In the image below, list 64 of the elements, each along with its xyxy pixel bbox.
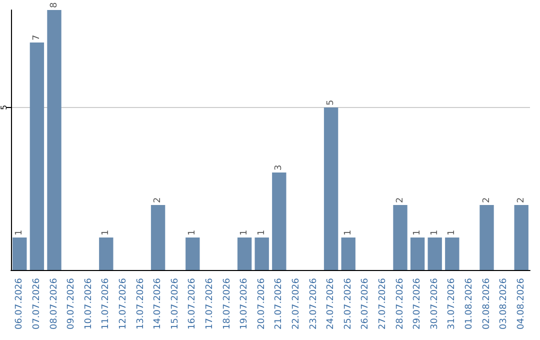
bar [272, 172, 286, 270]
x-tick-label: 17.07.2026 [204, 278, 215, 330]
x-tick-label: 25.07.2026 [343, 278, 354, 330]
x-tick-label: 03.08.2026 [499, 278, 510, 330]
x-tick-label: 09.07.2026 [66, 278, 77, 330]
data-label: 1 [412, 230, 423, 236]
bar [254, 238, 269, 270]
x-tick-label: 14.07.2026 [153, 278, 164, 330]
data-label: 2 [482, 197, 492, 203]
data-label: 1 [188, 230, 198, 236]
x-tick-label: 30.07.2026 [430, 278, 440, 330]
data-label: 8 [49, 2, 60, 8]
x-tick-label: 02.08.2026 [482, 278, 492, 330]
bar [514, 205, 528, 270]
bar [341, 238, 356, 270]
x-tick-label: 26.07.2026 [360, 278, 371, 330]
data-label: 1 [14, 230, 25, 236]
bar [12, 238, 27, 270]
data-label: 1 [240, 230, 250, 236]
bar [237, 238, 252, 270]
data-label: 2 [153, 197, 164, 203]
x-tick-label: 22.07.2026 [291, 278, 302, 330]
x-tick-label: 27.07.2026 [378, 278, 388, 330]
x-tick-label: 31.07.2026 [447, 278, 458, 330]
bar [410, 238, 425, 270]
data-label: 1 [101, 230, 112, 236]
bar [480, 205, 494, 270]
x-tick-label: 19.07.2026 [240, 278, 250, 330]
x-tick-label: 08.07.2026 [49, 278, 60, 330]
x-tick-label: 28.07.2026 [395, 278, 406, 330]
x-tick-label: 24.07.2026 [326, 278, 336, 330]
data-label: 1 [430, 230, 440, 236]
x-tick-label: 20.07.2026 [256, 278, 267, 330]
bar [150, 205, 166, 270]
data-label: 3 [274, 164, 284, 170]
x-tick-label: 12.07.2026 [118, 278, 128, 330]
x-tick-label: 18.07.2026 [222, 278, 232, 330]
data-label: 1 [343, 230, 354, 236]
data-label: 1 [256, 230, 267, 236]
x-tick-label: 16.07.2026 [188, 278, 198, 330]
x-tick-label: 13.07.2026 [136, 278, 146, 330]
x-tick-label: 15.07.2026 [170, 278, 180, 330]
bar [428, 238, 442, 270]
x-tick-label: 07.07.2026 [32, 278, 42, 330]
x-tick-label: 23.07.2026 [308, 278, 319, 330]
x-tick-label: 11.07.2026 [101, 278, 112, 330]
x-tick-label: 06.07.2026 [14, 278, 25, 330]
bar [99, 238, 114, 270]
x-tick-label: 21.07.2026 [274, 278, 284, 330]
data-label: 2 [395, 197, 406, 203]
bar [47, 10, 62, 270]
bar [186, 238, 200, 270]
bar [393, 205, 408, 270]
data-label: 1 [447, 230, 458, 236]
data-label: 7 [32, 34, 42, 40]
x-tick-label: 01.08.2026 [464, 278, 474, 330]
data-label: 2 [516, 197, 526, 203]
data-label: 5 [326, 100, 336, 106]
x-tick-label: 04.08.2026 [516, 278, 526, 330]
x-tick-label: 29.07.2026 [412, 278, 423, 330]
bar [445, 238, 460, 270]
x-tick-label: 10.07.2026 [84, 278, 94, 330]
bar [30, 42, 44, 270]
bar [324, 108, 338, 270]
